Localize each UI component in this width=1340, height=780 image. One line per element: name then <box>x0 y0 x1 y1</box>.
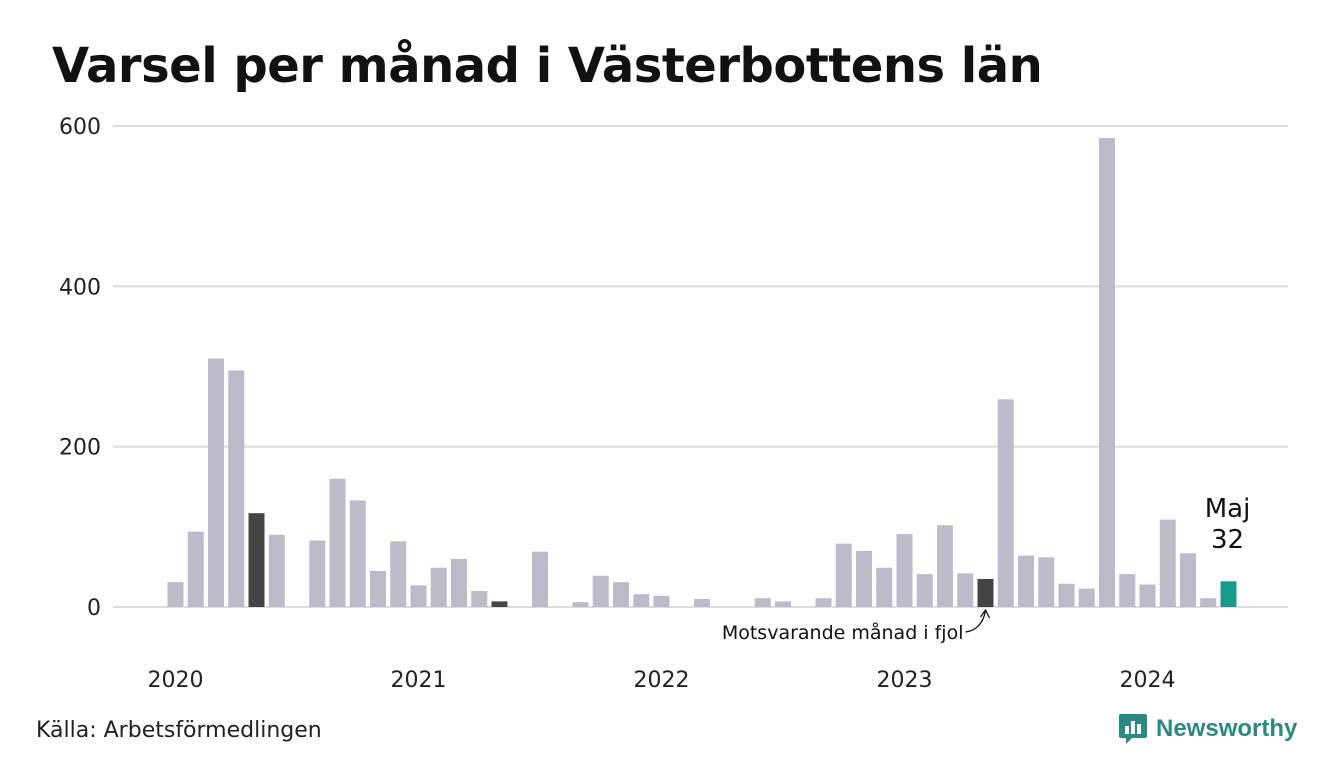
bar-2020-03 <box>208 358 224 607</box>
bar-2022-07 <box>775 601 791 607</box>
x-axis-tick-labels: 2020 2021 2022 2023 2024 <box>148 668 1176 693</box>
bar-2020-04 <box>228 370 245 607</box>
bar-2023-01 <box>896 534 913 607</box>
x-tick-label-2020: 2020 <box>148 668 204 693</box>
bar-2022-09 <box>815 598 832 607</box>
bar-2021-11 <box>613 582 629 607</box>
bar-2021-01 <box>410 585 427 607</box>
bar-2020-10 <box>349 500 366 607</box>
bar-2024-02 <box>1159 519 1176 607</box>
bar-2023-04 <box>957 573 974 607</box>
bar-2023-05 <box>977 578 994 607</box>
bar-2021-03 <box>451 558 467 607</box>
x-tick-label-2023: 2023 <box>877 668 933 693</box>
source-label: Källa: Arbetsförmedlingen <box>36 718 322 743</box>
bar-2020-06 <box>268 534 285 607</box>
bar-2023-11 <box>1099 138 1115 607</box>
bar-2024-05 <box>1220 581 1237 607</box>
y-tick-label-0: 0 <box>87 596 101 621</box>
bar-2022-10 <box>835 543 852 607</box>
annotation-arrow <box>965 610 987 633</box>
bar-2021-05 <box>491 601 508 607</box>
bar-2021-04 <box>471 590 488 607</box>
bar-2021-09 <box>572 602 589 607</box>
bar-2020-01 <box>167 582 184 607</box>
annotation-prev-year-label: Motsvarande månad i fjol <box>722 621 964 644</box>
chart-speech-bubble-icon <box>1119 714 1147 744</box>
bar-2024-04 <box>1200 598 1217 607</box>
latest-value-number: 32 <box>1211 525 1244 555</box>
x-tick-label-2021: 2021 <box>391 668 447 693</box>
bar-2022-03 <box>694 598 710 607</box>
bar-chart: 0 200 400 600 2020 2021 2022 2023 2024 Motsvara… <box>59 115 1288 693</box>
x-tick-label-2024: 2024 <box>1120 668 1176 693</box>
bar-2020-05 <box>248 513 265 607</box>
bar-2021-07 <box>532 551 548 607</box>
bar-2023-08 <box>1038 557 1055 607</box>
x-tick-label-2022: 2022 <box>634 668 690 693</box>
bar-2024-01 <box>1139 584 1156 607</box>
bar-2023-10 <box>1078 588 1095 607</box>
brand-name: Newsworthy <box>1156 715 1298 742</box>
bar-2023-06 <box>997 399 1014 607</box>
bar-2021-12 <box>633 594 650 607</box>
bar-2021-10 <box>592 575 609 607</box>
y-tick-label-600: 600 <box>59 115 101 140</box>
bar-2022-06 <box>754 598 771 607</box>
brand-logo: Newsworthy <box>1118 712 1297 746</box>
bar-2020-12 <box>390 541 407 607</box>
y-tick-label-400: 400 <box>59 275 101 300</box>
bar-2020-11 <box>370 570 386 607</box>
annotation-arrowhead-icon <box>979 608 991 619</box>
latest-value-label: Maj 32 <box>1205 494 1251 555</box>
bar-2023-03 <box>937 525 953 607</box>
annotations: Motsvarande månad i fjol <box>722 608 991 644</box>
bar-2021-02 <box>430 567 447 607</box>
bar-2023-09 <box>1058 583 1075 607</box>
y-axis-tick-labels: 0 200 400 600 <box>59 115 101 621</box>
bar-2022-11 <box>856 550 872 607</box>
bar-2024-03 <box>1180 553 1196 607</box>
y-tick-label-200: 200 <box>59 436 101 461</box>
bar-2022-01 <box>653 595 670 607</box>
page-title: Varsel per månad i Västerbottens län <box>52 38 1043 94</box>
bar-2020-02 <box>187 531 204 607</box>
bars <box>167 138 1237 607</box>
bar-2023-07 <box>1018 555 1034 607</box>
bar-2020-09 <box>329 478 346 607</box>
bar-2023-12 <box>1119 574 1136 607</box>
bar-2023-02 <box>916 574 933 607</box>
latest-month-label: Maj <box>1205 494 1251 524</box>
bar-2020-08 <box>309 540 326 607</box>
bar-2022-12 <box>876 567 893 607</box>
